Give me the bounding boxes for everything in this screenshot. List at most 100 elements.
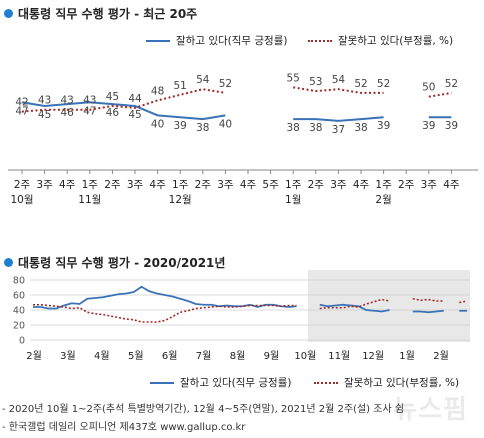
x-tick-label-week: 2주	[195, 179, 212, 191]
x-tick-label-month: 3월	[60, 350, 76, 362]
x-tick-label-month: 2월	[26, 350, 42, 362]
data-label-negative: 52	[219, 78, 232, 90]
chart2-legend-negative: 잘못하고 있다(부정률, %)	[314, 375, 459, 390]
y-tick-label: 40	[13, 306, 25, 317]
x-tick-label-month: 4월	[94, 350, 110, 362]
x-tick-label-month: 10월	[10, 194, 33, 206]
x-tick-label-week: 4주	[59, 179, 76, 191]
x-tick-label-month: 1월	[285, 194, 301, 206]
y-tick-label: 60	[13, 291, 25, 302]
x-tick-label-month: 11월	[328, 350, 350, 362]
x-tick-label-month: 5월	[128, 350, 144, 362]
x-tick-label-week: 4주	[353, 179, 370, 191]
x-tick-label-week: 1주	[285, 179, 302, 191]
data-label-positive: 40	[219, 118, 232, 130]
x-tick-label-week: 2주	[14, 179, 31, 191]
x-tick-label-week: 1주	[172, 179, 189, 191]
footnote-1: - 2020년 10월 1~2주(추석 특별방역기간), 12월 4~5주(연말…	[2, 404, 405, 415]
chart1-title-text: 대통령 직무 수행 평가 - 최근 20주	[18, 7, 198, 21]
x-tick-label-month: 11월	[78, 194, 101, 206]
x-tick-label-week: 2주	[104, 179, 121, 191]
x-tick-label-month: 10월	[294, 350, 316, 362]
x-tick-label-month: 1월	[399, 350, 415, 362]
watermark-logo: 뉴스핌	[393, 395, 468, 425]
data-label-positive: 38	[354, 122, 367, 134]
chart1-legend-negative: 잘못하고 있다(부정률, %)	[308, 33, 453, 48]
data-label-negative: 55	[287, 72, 300, 84]
x-tick-label-month: 2월	[375, 194, 391, 206]
data-label-negative: 43	[61, 95, 74, 107]
x-tick-label-month: 12월	[169, 194, 192, 206]
x-tick-label-week: 5주	[262, 179, 279, 191]
x-tick-label-month: 7월	[196, 350, 212, 362]
data-label-positive: 47	[83, 105, 96, 117]
series-line-positive	[412, 309, 444, 314]
chart2-title-text: 대통령 직무 수행 평가 - 2020/2021년	[18, 256, 226, 270]
chart1-legend-positive: 잘하고 있다(직무 긍정률)	[146, 33, 287, 48]
data-label-positive: 38	[196, 122, 209, 134]
x-tick-label-week: 3주	[217, 179, 234, 191]
solid-line-swatch-icon	[146, 40, 170, 42]
data-label-positive: 39	[445, 120, 458, 132]
x-tick-label-month: 2월	[433, 350, 449, 362]
x-tick-label-week: 3주	[127, 179, 144, 191]
x-tick-label-week: 3주	[330, 179, 347, 191]
legend-label-positive: 잘하고 있다(직무 긍정률)	[180, 377, 292, 389]
data-label-negative: 42	[15, 97, 28, 109]
data-label-negative: 52	[377, 78, 390, 90]
bullet-dot-icon	[4, 9, 13, 18]
data-label-positive: 37	[332, 124, 345, 136]
data-label-negative: 52	[354, 78, 367, 90]
x-tick-label-month: 12월	[362, 350, 384, 362]
x-tick-label-week: 4주	[149, 179, 166, 191]
data-label-positive: 46	[106, 107, 120, 119]
data-label-negative: 50	[422, 82, 435, 94]
x-tick-label-week: 3주	[36, 179, 53, 191]
x-tick-label-month: 6월	[162, 350, 178, 362]
series-line-positive	[21, 101, 226, 121]
chart1-title: 대통령 직무 수행 평가 - 최근 20주	[0, 5, 197, 22]
data-label-negative: 45	[106, 91, 119, 103]
data-label-negative: 52	[445, 78, 458, 90]
data-label-negative: 51	[174, 80, 187, 92]
data-label-positive: 39	[422, 120, 435, 132]
dotted-line-swatch-icon	[308, 40, 332, 42]
series-line-positive	[319, 303, 390, 313]
data-label-positive: 38	[309, 122, 322, 134]
x-tick-label-month: 8월	[230, 350, 246, 362]
chart2-title: 대통령 직무 수행 평가 - 2020/2021년	[0, 254, 225, 271]
series-line-negative	[33, 303, 297, 323]
data-label-negative: 54	[332, 74, 346, 86]
series-line-negative	[293, 86, 384, 94]
chart2-legend-positive: 잘하고 있다(직무 긍정률)	[150, 375, 291, 390]
series-line-positive	[293, 116, 384, 122]
x-tick-label-week: 4주	[443, 179, 460, 191]
legend-label-negative: 잘못하고 있다(부정률, %)	[344, 377, 460, 389]
data-label-negative: 43	[83, 95, 96, 107]
x-tick-label-week: 1주	[375, 179, 392, 191]
legend-label-positive: 잘하고 있다(직무 긍정률)	[176, 35, 288, 47]
y-tick-label: 20	[13, 321, 25, 332]
series-line-negative	[428, 91, 452, 98]
data-label-positive: 39	[377, 120, 390, 132]
x-tick-label-week: 2주	[398, 179, 415, 191]
data-label-negative: 44	[128, 93, 142, 105]
x-tick-label-week: 2주	[308, 179, 325, 191]
data-label-positive: 38	[287, 122, 300, 134]
legend-label-negative: 잘못하고 있다(부정률, %)	[338, 35, 454, 47]
data-label-negative: 48	[151, 85, 164, 97]
bullet-dot-icon	[4, 258, 13, 267]
y-tick-label: 80	[13, 276, 25, 287]
series-line-negative	[459, 300, 468, 304]
series-line-negative	[412, 297, 444, 302]
series-line-negative	[21, 88, 226, 113]
footnote-2: - 한국갤럽 데일리 오피니언 제437호 www.gallup.co.kr	[2, 422, 246, 433]
chart2-plot: 0 20 40 60 80 2월 3월 4월 5월 6월 7월 8월 9월 10월 11월 12월 1월 2월	[13, 270, 470, 362]
data-label-negative: 43	[38, 95, 51, 107]
x-tick-label-week: 3주	[421, 179, 438, 191]
data-label-positive: 39	[174, 120, 187, 132]
data-label-negative: 53	[309, 76, 322, 88]
x-tick-label-week: 1주	[82, 179, 99, 191]
y-tick-label: 0	[19, 336, 25, 347]
